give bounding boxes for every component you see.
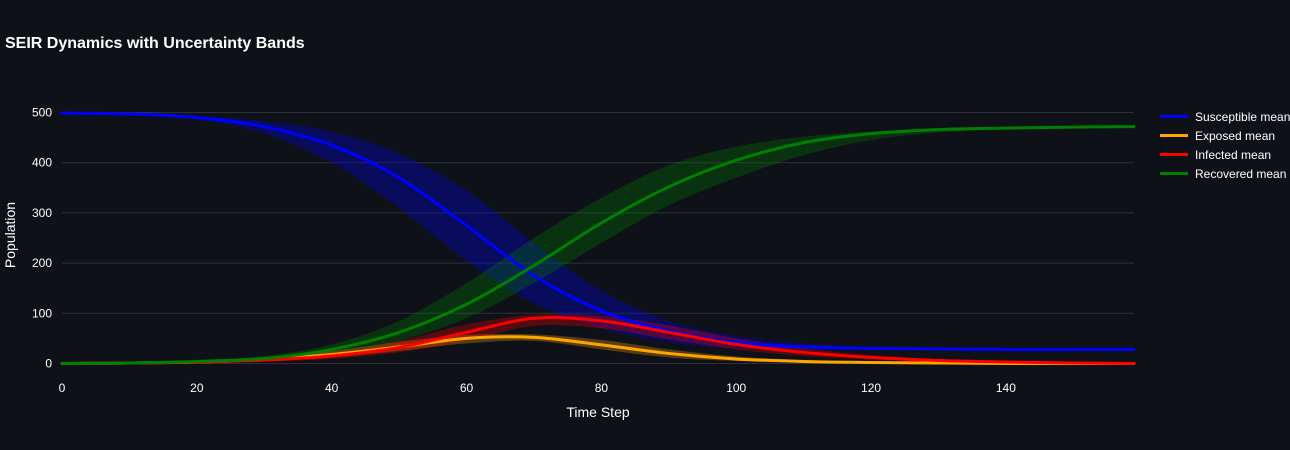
x-tick-label: 140: [996, 381, 1016, 395]
x-tick-label: 120: [861, 381, 881, 395]
series-lines: [60, 111, 1136, 366]
legend-item-recovered-mean[interactable]: Recovered mean: [1160, 164, 1290, 183]
legend-item-exposed-mean[interactable]: Exposed mean: [1160, 126, 1290, 145]
y-axis-title: Population: [2, 202, 18, 268]
y-tick-label: 200: [32, 256, 52, 270]
y-tick-label: 500: [32, 106, 52, 120]
legend-label: Infected mean: [1195, 147, 1272, 162]
x-tick-label: 0: [59, 381, 66, 395]
legend-item-infected-mean[interactable]: Infected mean: [1160, 145, 1290, 164]
x-axis-title: Time Step: [566, 404, 629, 420]
legend-swatch: [1160, 172, 1188, 175]
legend[interactable]: Susceptible mean Exposed mean Infected mea…: [1160, 107, 1290, 183]
y-tick-label: 400: [32, 156, 52, 170]
legend-label: Susceptible mean: [1195, 109, 1290, 124]
x-tick-label: 100: [726, 381, 746, 395]
y-tick-label: 300: [32, 206, 52, 220]
y-tick-label: 0: [45, 356, 52, 370]
uncertainty-bands: [62, 113, 1134, 364]
susceptible-mean-band: [62, 113, 1134, 350]
legend-swatch: [1160, 153, 1188, 156]
chart-title: SEIR Dynamics with Uncertainty Bands: [5, 35, 305, 52]
x-tick-label: 80: [595, 381, 609, 395]
legend-label: Exposed mean: [1195, 128, 1276, 143]
legend-item-susceptible-mean[interactable]: Susceptible mean: [1160, 107, 1290, 126]
tick-labels: 0 100 200 300 400 500 0 20 40 60 80 100 120 140: [32, 106, 1016, 395]
x-tick-label: 60: [460, 381, 474, 395]
infected-mean-band: [62, 314, 1134, 364]
y-tick-label: 100: [32, 306, 52, 320]
x-tick-label: 20: [190, 381, 204, 395]
legend-swatch: [1160, 134, 1188, 137]
recovered-mean-line: [60, 125, 1136, 365]
legend-label: Recovered mean: [1195, 166, 1287, 181]
x-tick-label: 40: [325, 381, 339, 395]
susceptible-mean-line: [60, 111, 1136, 351]
legend-swatch: [1160, 115, 1188, 118]
